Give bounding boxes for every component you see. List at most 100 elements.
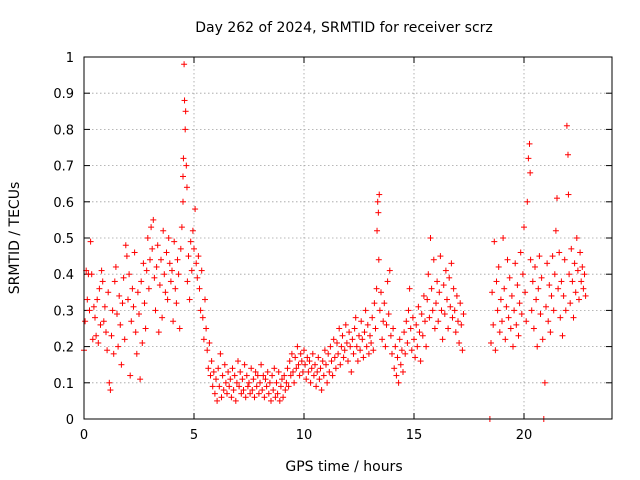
- data-point: [435, 318, 442, 325]
- data-point: [159, 314, 166, 321]
- data-point: [336, 325, 343, 332]
- data-point: [310, 372, 317, 379]
- data-point: [229, 365, 236, 372]
- data-point: [363, 343, 370, 350]
- data-point: [293, 365, 300, 372]
- data-point: [320, 372, 327, 379]
- data-point: [567, 300, 574, 307]
- data-point: [522, 289, 529, 296]
- data-point: [243, 372, 250, 379]
- data-point: [424, 296, 431, 303]
- data-point: [312, 361, 318, 368]
- data-point: [446, 274, 453, 281]
- data-point: [132, 329, 139, 336]
- data-point: [263, 383, 270, 390]
- data-point: [264, 368, 271, 375]
- data-point: [449, 314, 456, 321]
- data-point: [434, 278, 441, 285]
- data-point: [130, 303, 137, 310]
- data-point: [144, 235, 151, 241]
- data-point: [507, 325, 514, 332]
- data-point: [319, 358, 326, 365]
- data-point: [510, 343, 516, 350]
- y-axis-label: SRMTID / TECUs: [7, 182, 23, 295]
- data-point: [569, 278, 576, 285]
- data-point: [496, 329, 503, 336]
- data-point: [315, 354, 322, 361]
- data-point: [348, 368, 355, 375]
- data-point: [384, 278, 391, 285]
- data-point: [296, 372, 303, 379]
- data-point: [217, 350, 224, 357]
- data-point: [167, 278, 174, 285]
- data-point: [329, 372, 336, 379]
- data-point: [107, 387, 114, 394]
- data-point: [295, 361, 302, 368]
- data-point: [191, 245, 197, 252]
- data-point: [536, 253, 543, 260]
- data-point: [218, 394, 225, 401]
- data-point: [358, 318, 365, 325]
- data-point: [400, 368, 406, 375]
- data-point: [131, 249, 138, 256]
- data-point: [166, 260, 173, 267]
- data-point: [210, 368, 217, 375]
- data-point: [327, 343, 334, 350]
- data-point: [511, 307, 518, 314]
- data-point: [419, 332, 426, 339]
- data-point: [453, 292, 460, 299]
- data-point: [352, 314, 359, 321]
- data-point: [240, 387, 247, 394]
- data-point: [133, 350, 140, 357]
- data-point: [374, 227, 381, 234]
- data-point: [272, 394, 279, 401]
- data-point: [308, 365, 315, 372]
- data-point: [99, 278, 106, 285]
- data-point: [573, 235, 580, 241]
- data-point: [104, 347, 111, 354]
- data-point: [321, 347, 328, 354]
- data-point: [429, 307, 436, 314]
- data-point: [356, 332, 362, 339]
- data-point: [237, 368, 244, 375]
- data-point: [559, 332, 566, 339]
- data-point: [250, 376, 257, 383]
- data-point: [545, 318, 552, 325]
- data-point: [445, 325, 452, 332]
- data-point: [90, 303, 97, 310]
- data-point: [568, 245, 575, 252]
- data-point: [438, 307, 445, 314]
- data-point: [543, 303, 549, 310]
- data-point: [433, 300, 439, 307]
- data-point: [198, 267, 205, 274]
- data-point: [294, 343, 301, 350]
- data-point: [181, 97, 188, 104]
- data-point: [430, 256, 437, 263]
- data-point: [183, 184, 190, 191]
- data-point: [172, 285, 179, 292]
- data-point: [211, 390, 218, 397]
- data-point: [455, 318, 461, 325]
- data-point: [448, 260, 455, 267]
- data-point: [406, 285, 413, 292]
- data-point: [538, 274, 545, 281]
- data-point: [123, 253, 130, 260]
- data-point: [158, 256, 164, 263]
- data-point: [121, 336, 128, 343]
- data-point: [255, 390, 262, 397]
- data-point: [192, 206, 199, 213]
- data-point: [361, 329, 368, 336]
- data-point: [98, 267, 105, 274]
- data-point: [459, 347, 466, 354]
- data-point: [493, 278, 500, 285]
- data-point: [574, 267, 581, 274]
- data-point: [544, 260, 551, 267]
- data-point: [108, 332, 115, 339]
- data-point: [581, 271, 588, 278]
- data-point: [313, 383, 320, 390]
- data-point: [501, 285, 508, 292]
- data-point: [554, 195, 560, 202]
- x-tick-label: 5: [190, 428, 198, 443]
- data-point: [523, 318, 530, 325]
- data-point: [418, 311, 425, 318]
